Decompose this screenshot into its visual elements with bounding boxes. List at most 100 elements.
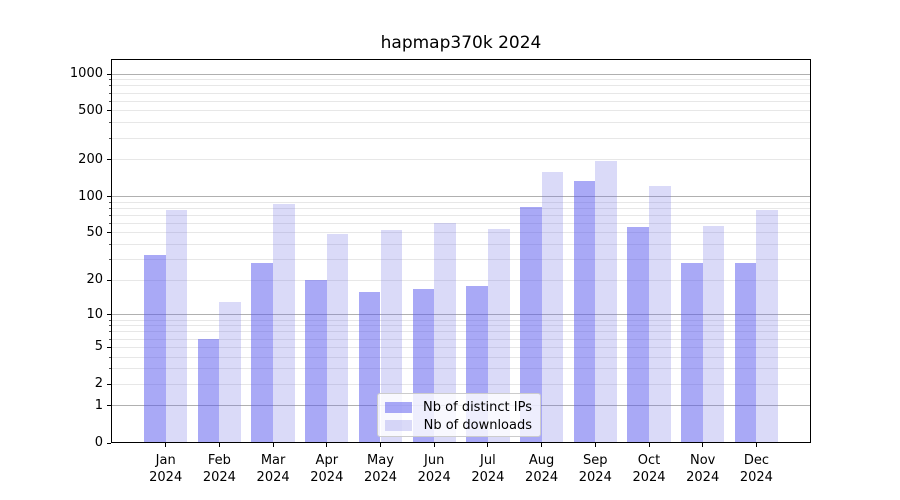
x-tick-label: Feb 2024 [202,453,236,485]
y-minor-tick-mark [109,331,111,333]
y-tick-label: 20 [86,272,103,288]
x-tick-mark [755,443,757,447]
y-minor-tick-mark [109,85,111,87]
x-tick-mark [541,443,543,447]
y-tick-label: 500 [78,102,103,118]
bar-downloads [702,226,725,442]
x-tick-mark [433,443,435,447]
gridline-minor [112,331,810,333]
gridline-minor [112,383,810,385]
bar-distinct-ips [305,280,327,442]
y-tick-mark [107,442,111,444]
bar-downloads [434,222,456,442]
y-minor-tick-mark [109,259,111,261]
gridline-minor [112,207,810,209]
x-tick-label: Nov 2024 [686,453,720,485]
gridline-major [112,73,810,75]
gridline-minor [112,356,810,358]
y-minor-tick-mark [109,207,111,209]
y-tick-label: 50 [86,224,103,240]
y-tick-mark [107,314,111,316]
x-tick-label: Dec 2024 [739,453,773,485]
bar-downloads [273,203,295,442]
bar-distinct-ips [251,263,274,442]
gridline-minor [112,214,810,216]
bar-downloads [649,186,671,442]
gridline-minor [112,100,810,102]
legend-item-distinct-ips: Nb of distinct IPs [385,399,532,416]
y-tick-mark [107,196,111,197]
y-tick-mark [107,346,111,348]
gridline-minor [112,122,810,124]
y-tick-label: 1 [94,397,103,413]
x-tick-mark [702,443,704,447]
x-tick-label: May 2024 [363,453,398,485]
chart-title: hapmap370k 2024 [380,33,542,53]
bar-downloads [165,210,188,442]
gridline-minor [112,85,810,87]
bar-distinct-ips [144,254,166,442]
gridline-minor [112,259,810,261]
bar-downloads [487,228,510,442]
legend-label-distinct-ips: Nb of distinct IPs [423,400,532,415]
y-tick-label: 1000 [69,66,103,81]
y-tick-mark [107,159,111,161]
y-minor-tick-mark [109,319,111,321]
x-tick-label: Sep 2024 [578,453,612,485]
gridline-major [112,196,810,197]
x-tick-mark [272,443,274,447]
y-tick-label: 200 [78,151,103,167]
legend: Nb of distinct IPs Nb of downloads [377,393,541,437]
y-minor-tick-mark [109,244,111,246]
bar-distinct-ips [681,263,703,442]
bar-distinct-ips [627,227,649,442]
x-tick-label: Oct 2024 [632,453,666,485]
bar-downloads [541,172,564,442]
y-minor-tick-mark [109,222,111,224]
y-tick-mark [107,383,111,385]
y-minor-tick-mark [109,368,111,370]
y-tick-label: 0 [94,435,103,450]
legend-label-downloads: Nb of downloads [423,418,532,433]
x-tick-mark [487,443,489,447]
x-tick-label: Apr 2024 [310,453,344,485]
x-tick-label: Jan 2024 [149,453,183,485]
y-tick-label: 10 [86,306,103,322]
gridline-minor [112,244,810,246]
gridline-minor [112,232,810,234]
y-tick-mark [107,279,111,281]
y-minor-tick-mark [109,100,111,102]
y-minor-tick-mark [109,214,111,216]
bar-downloads [380,229,403,442]
gridline-minor [112,159,810,161]
x-tick-label: Jul 2024 [471,453,505,485]
bar-distinct-ips [197,339,220,442]
x-tick-mark [648,443,650,447]
bar-distinct-ips [519,206,542,442]
gridline-minor [112,79,810,81]
bar-distinct-ips [573,181,596,442]
y-minor-tick-mark [109,79,111,81]
y-tick-label: 5 [94,339,103,355]
bar-downloads [326,234,349,442]
gridline-minor [112,137,810,139]
legend-swatch-distinct-ips [385,402,412,413]
x-tick-label: Aug 2024 [525,453,559,485]
gridline-minor [112,92,810,94]
y-tick-mark [107,232,111,234]
x-tick-label: Mar 2024 [256,453,290,485]
gridline-minor [112,338,810,340]
y-minor-tick-mark [109,325,111,327]
gridline-minor [112,325,810,327]
bar-distinct-ips [734,263,757,442]
x-tick-label: Jun 2024 [417,453,451,485]
y-tick-label: 100 [78,188,103,204]
y-tick-label: 2 [94,376,103,392]
y-tick-mark [107,405,111,407]
gridline-minor [112,319,810,321]
gridline-minor [112,279,810,281]
y-minor-tick-mark [109,122,111,124]
x-tick-mark [326,443,328,447]
y-minor-tick-mark [109,137,111,139]
